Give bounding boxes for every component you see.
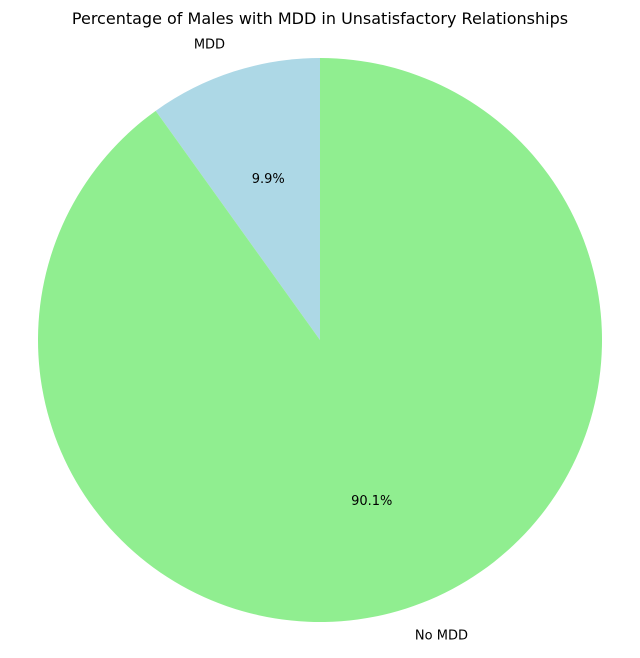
pie-labels: MDD 9.9% No MDD 90.1%: [194, 38, 468, 644]
pie-slice-mdd: [155, 58, 320, 340]
chart-title: Percentage of Males with MDD in Unsatisf…: [72, 9, 568, 28]
pie-slices: [37, 58, 602, 622]
pie-slice-no-mdd: [37, 58, 602, 622]
pct-label-mdd: 9.9%: [252, 172, 285, 187]
pct-label-no-mdd: 90.1%: [351, 494, 392, 509]
slice-label-no-mdd: No MDD: [415, 628, 468, 643]
slice-label-mdd: MDD: [194, 38, 225, 53]
